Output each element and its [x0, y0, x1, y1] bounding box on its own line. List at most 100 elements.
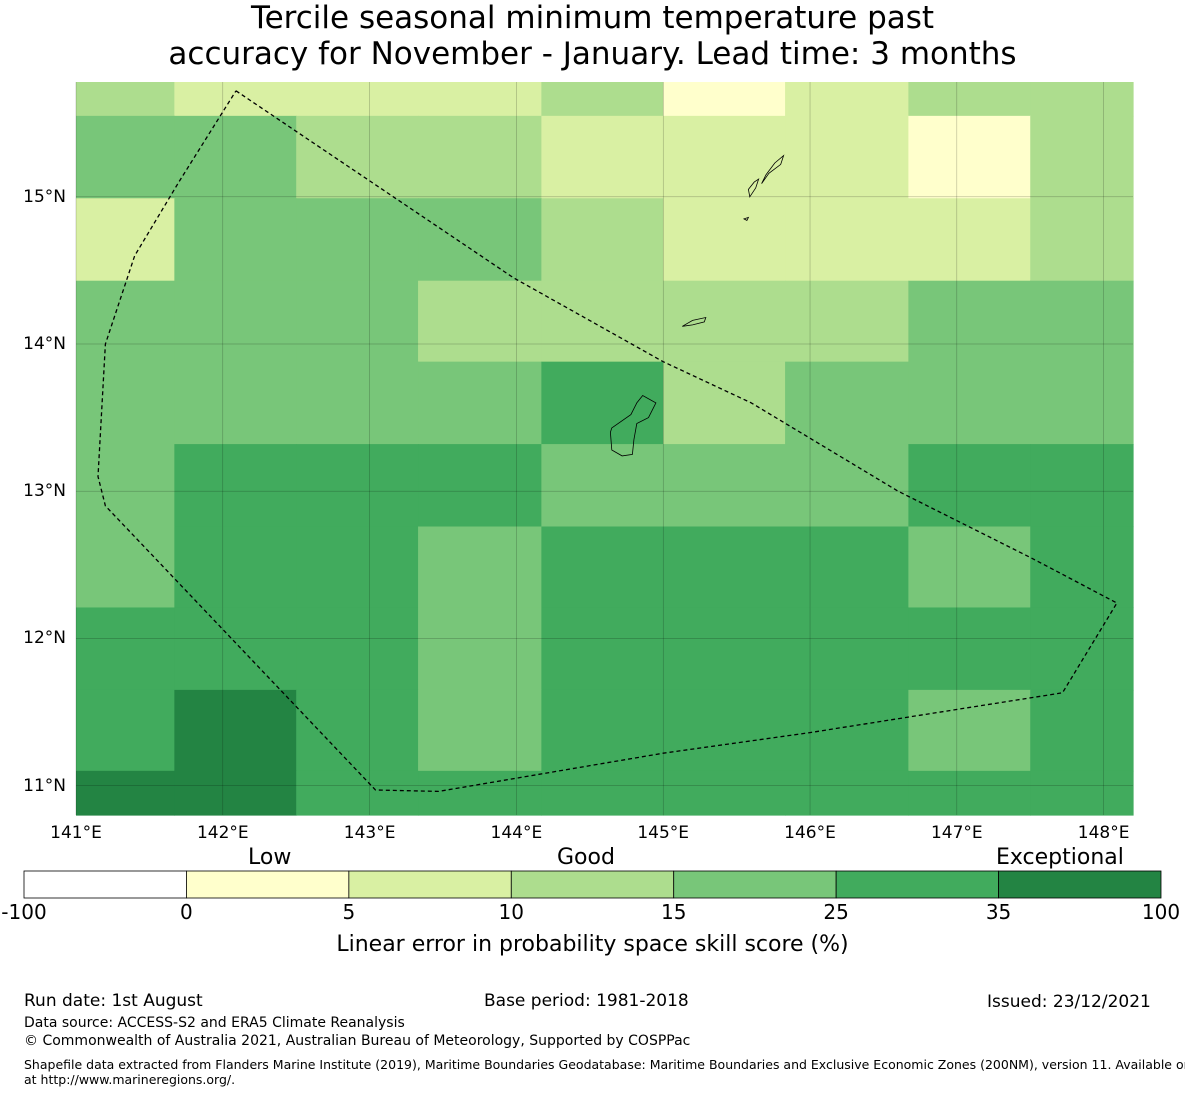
- lat-tick-label: 14°N: [23, 333, 66, 354]
- lat-tick-label: 15°N: [23, 186, 66, 207]
- skill-cell: [663, 526, 786, 609]
- colorbar-segment: [23, 870, 187, 899]
- lon-tick-label: 142°E: [196, 823, 249, 843]
- colorbar-segment: [998, 870, 1162, 899]
- skill-cell: [541, 361, 664, 445]
- skill-cell: [908, 198, 1031, 282]
- skill-cell: [1030, 115, 1134, 199]
- lat-tick-label: 13°N: [23, 481, 66, 502]
- colorbar-tick-label: 0: [180, 900, 193, 924]
- skill-cell: [785, 280, 909, 363]
- skill-cell: [785, 689, 909, 772]
- skill-cell: [418, 280, 542, 363]
- skill-grid: [76, 82, 1134, 816]
- colorbar-tick-label: 35: [985, 900, 1012, 924]
- skill-cell: [296, 607, 419, 691]
- skill-cell: [663, 689, 786, 772]
- skill-cell: [296, 82, 419, 117]
- colorbar-tick-label: 25: [823, 900, 849, 924]
- colorbar-tick-label: 15: [660, 900, 687, 924]
- map-title-line-1: Tercile seasonal minimum temperature pas…: [250, 0, 935, 36]
- skill-cell: [908, 361, 1031, 445]
- skill-cell: [663, 82, 786, 117]
- skill-cell: [1030, 198, 1134, 282]
- skill-cell: [296, 198, 419, 282]
- skill-cell: [785, 770, 909, 816]
- skill-cell: [541, 689, 664, 772]
- skill-cell: [174, 82, 297, 117]
- island-outline: [742, 216, 750, 221]
- map-title-line-2: accuracy for November - January. Lead ti…: [168, 36, 1017, 72]
- skill-cell: [1030, 770, 1134, 816]
- lon-tick-label: 147°E: [930, 823, 983, 843]
- skill-cell: [76, 770, 175, 816]
- skill-cell: [418, 82, 542, 117]
- skill-cell: [541, 82, 664, 117]
- skill-cell: [296, 770, 419, 816]
- skill-cell: [418, 689, 542, 772]
- islands: [609, 154, 785, 457]
- skill-cell: [785, 115, 909, 199]
- category-exceptional: Exceptional: [996, 845, 1124, 870]
- lon-tick-label: 143°E: [343, 823, 396, 843]
- skill-cell: [174, 198, 297, 282]
- island-outline: [682, 316, 707, 327]
- skill-cell: [296, 526, 419, 609]
- skill-cell: [174, 689, 297, 772]
- skill-cell: [174, 280, 297, 363]
- skill-cell: [174, 770, 297, 816]
- skill-cell: [1030, 280, 1134, 363]
- skill-cell: [541, 770, 664, 816]
- issued-date: Issued: 23/12/2021: [987, 992, 1151, 1012]
- copyright: © Commonwealth of Australia 2021, Austra…: [24, 1033, 691, 1049]
- colorbar-segment: [835, 870, 999, 899]
- eez-boundary: [97, 90, 1118, 793]
- skill-cell: [908, 115, 1031, 199]
- colorbar: [23, 870, 1162, 899]
- skill-cell: [76, 607, 175, 691]
- shapefile-credit-line-1: Shapefile data extracted from Flanders M…: [24, 1057, 1185, 1072]
- skill-cell: [1030, 444, 1134, 528]
- lon-tick-label: 148°E: [1077, 823, 1130, 843]
- colorbar-tick-label: 5: [342, 900, 356, 924]
- skill-cell: [663, 198, 786, 282]
- colorbar-segment: [348, 870, 512, 899]
- skill-cell: [908, 280, 1031, 363]
- skill-cell: [174, 526, 297, 609]
- skill-cell: [663, 280, 786, 363]
- skill-cell: [1030, 82, 1134, 117]
- lon-tick-label: 145°E: [637, 823, 690, 843]
- skill-cell: [1030, 361, 1134, 445]
- skill-cell: [418, 770, 542, 816]
- skill-cell: [418, 444, 542, 528]
- skill-cell: [541, 526, 664, 609]
- skill-cell: [1030, 689, 1134, 772]
- skill-cell: [663, 770, 786, 816]
- skill-cell: [541, 280, 664, 363]
- lon-tick-label: 141°E: [50, 823, 102, 843]
- category-good: Good: [557, 845, 615, 870]
- island-outline: [747, 178, 760, 198]
- skill-cell: [908, 607, 1031, 691]
- skill-cell: [908, 689, 1031, 772]
- skill-cell: [785, 607, 909, 691]
- data-source: Data source: ACCESS-S2 and ERA5 Climate …: [24, 1015, 405, 1031]
- skill-cell: [76, 115, 175, 199]
- skill-cell: [908, 770, 1031, 816]
- skill-cell: [1030, 526, 1134, 609]
- skill-cell: [785, 526, 909, 609]
- colorbar-label: Linear error in probability space skill …: [336, 932, 849, 957]
- skill-cell: [296, 361, 419, 445]
- skill-cell: [785, 82, 909, 117]
- category-low: Low: [248, 845, 292, 870]
- skill-cell: [541, 444, 664, 528]
- base-period: Base period: 1981-2018: [484, 991, 689, 1011]
- skill-cell: [296, 444, 419, 528]
- lon-tick-label: 144°E: [490, 823, 543, 843]
- skill-cell: [76, 198, 175, 282]
- skill-cell: [908, 526, 1031, 609]
- skill-cell: [76, 526, 175, 609]
- lat-tick-label: 12°N: [23, 628, 66, 649]
- skill-cell: [174, 444, 297, 528]
